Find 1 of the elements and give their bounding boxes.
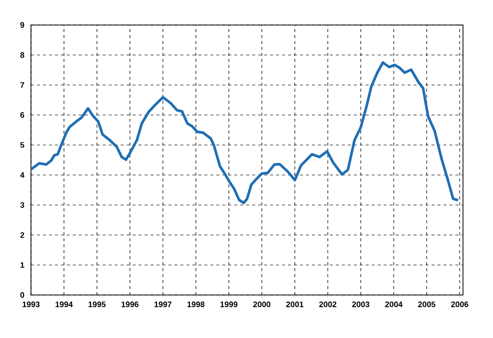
line-series bbox=[31, 61, 460, 204]
